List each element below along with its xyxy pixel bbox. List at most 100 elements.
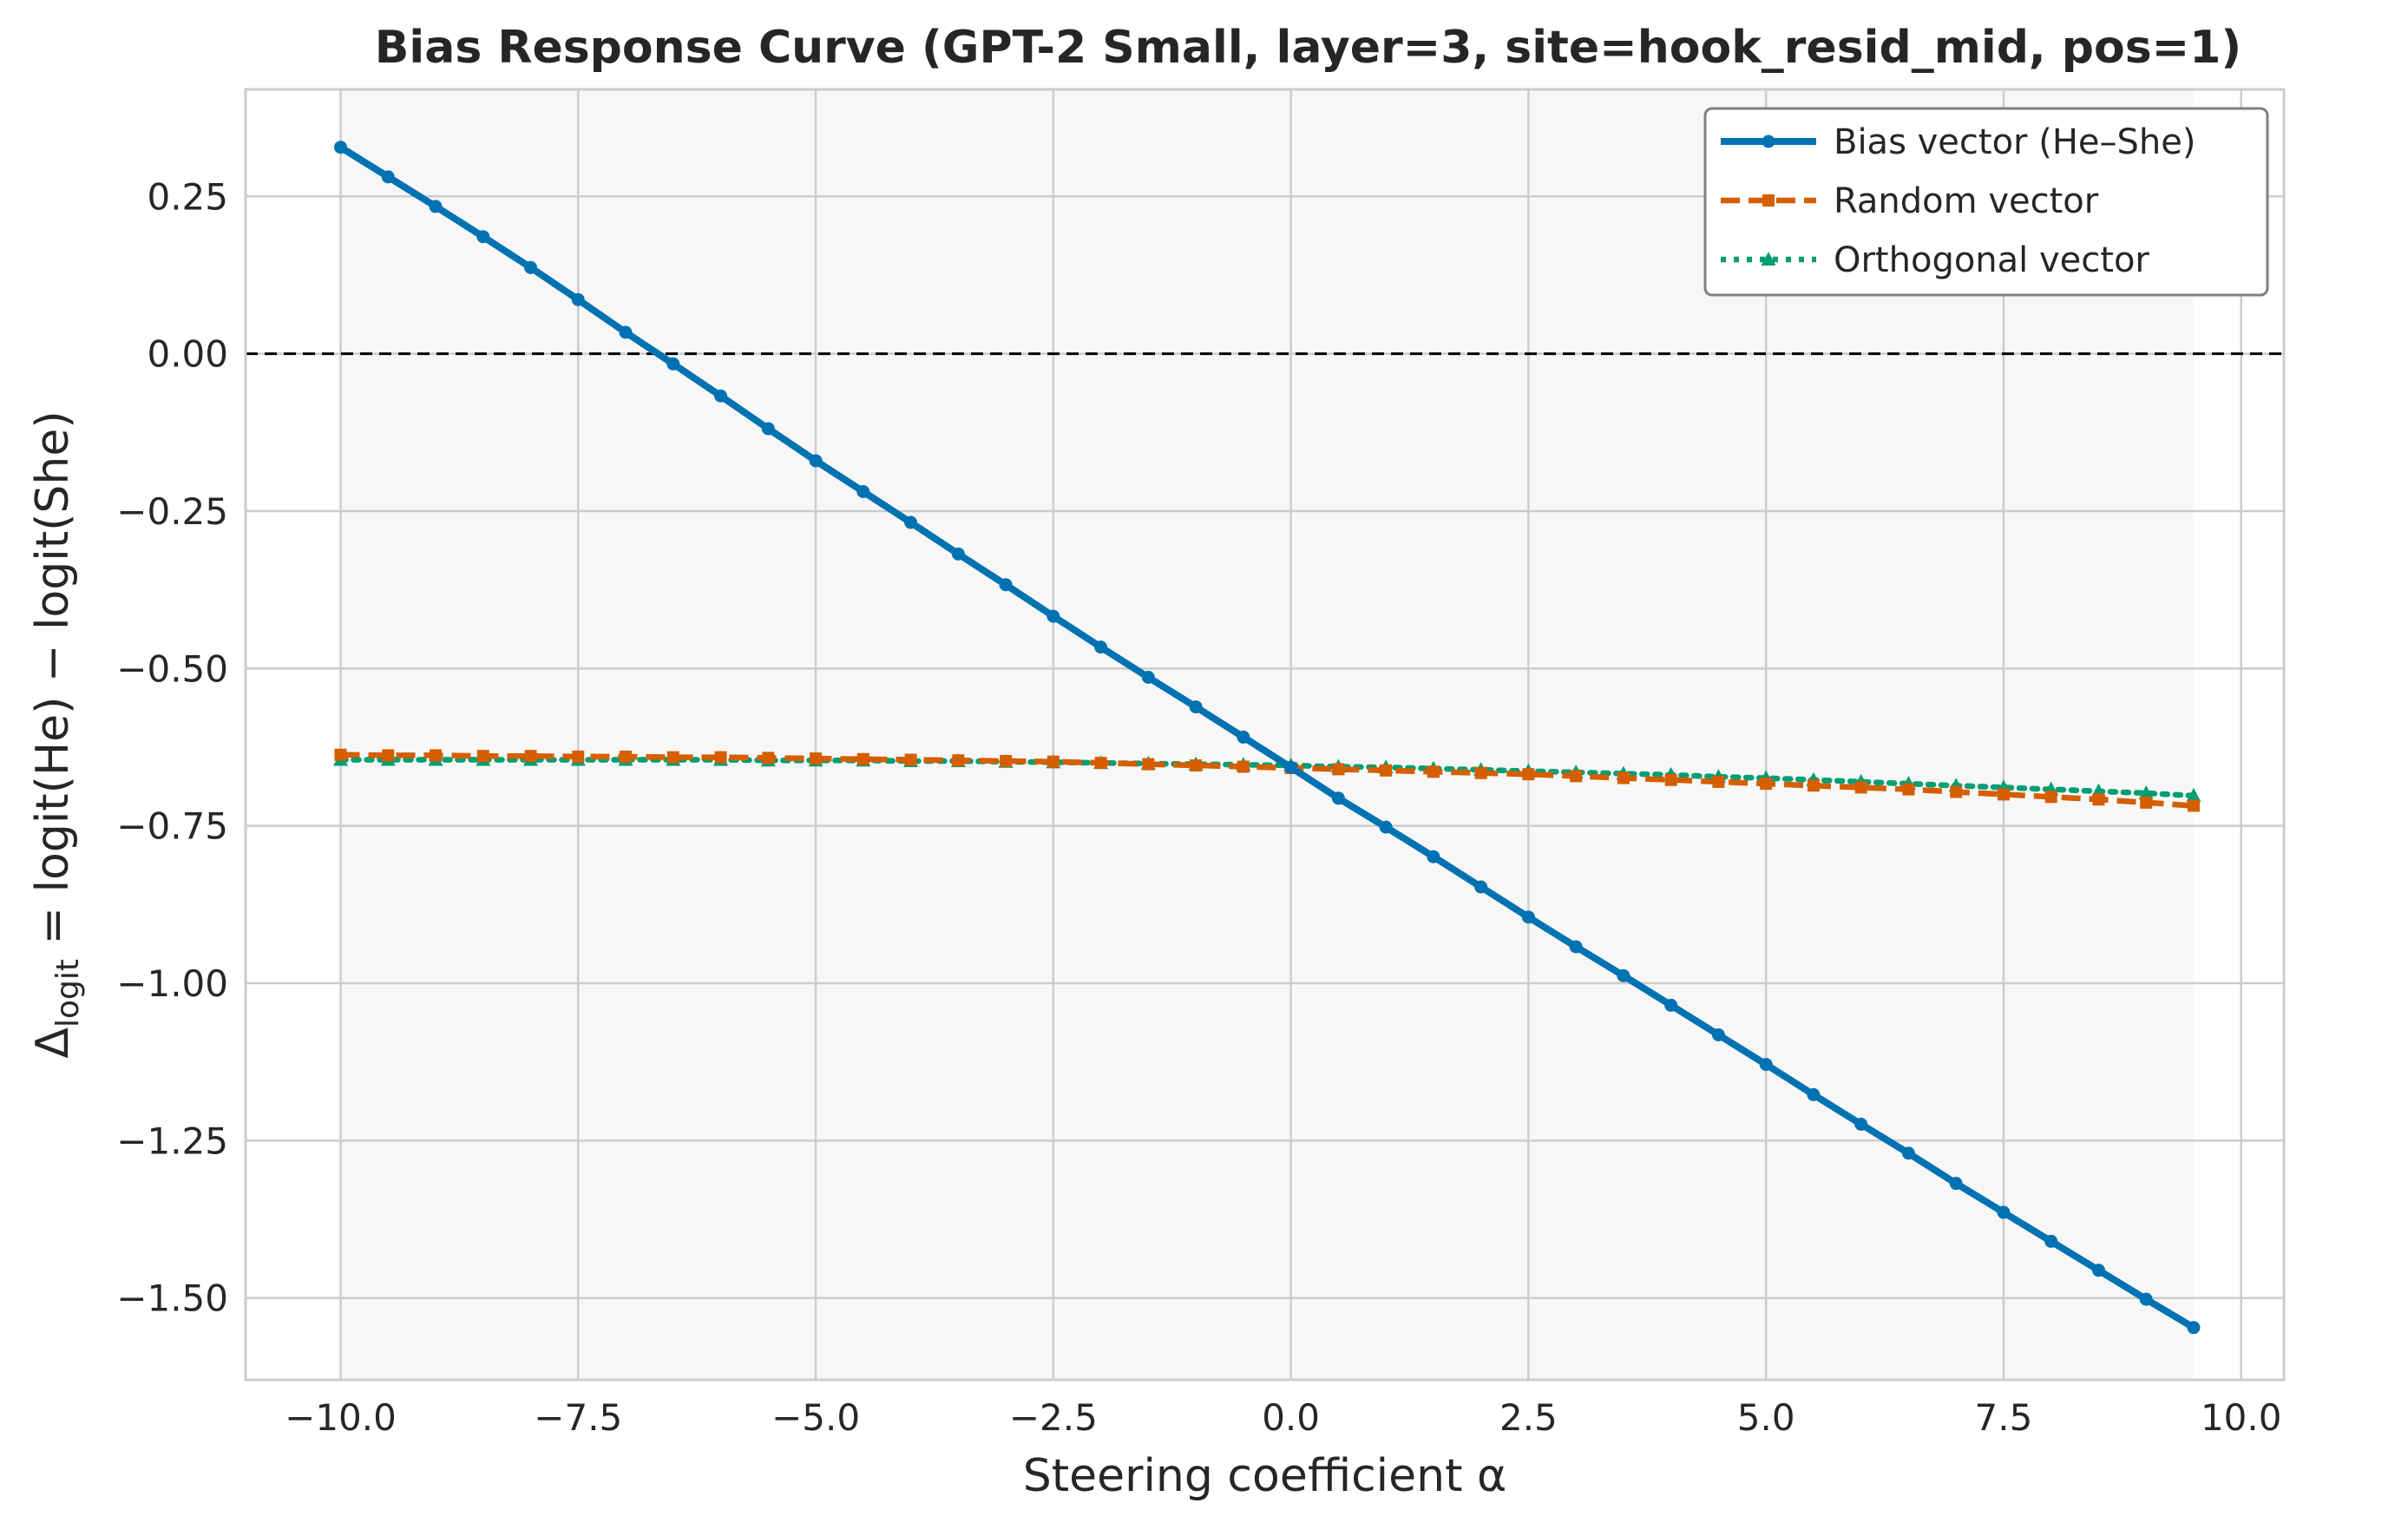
data-point [1380, 764, 1393, 777]
legend-label-orthogonal-vector: Orthogonal vector [1834, 240, 2149, 280]
x-tick-label: −7.5 [534, 1396, 622, 1439]
legend-sample-orthogonal-vector [1721, 252, 1816, 266]
data-point [1000, 754, 1013, 767]
x-tick-label: 10.0 [2201, 1396, 2282, 1439]
data-point [476, 750, 489, 763]
data-point [2186, 787, 2201, 802]
y-axis-label-subscript: logit [50, 959, 86, 1027]
data-point [524, 750, 537, 763]
data-point [334, 748, 347, 761]
data-point [666, 751, 679, 764]
data-point [1664, 773, 1677, 786]
legend-box [1703, 107, 2269, 297]
series-line [340, 752, 2195, 809]
data-point [1521, 910, 1535, 924]
data-point [1950, 785, 1963, 798]
data-point [571, 292, 585, 306]
data-point [714, 389, 728, 403]
legend-marker [1762, 135, 1775, 148]
data-point [761, 422, 775, 436]
data-point [1237, 730, 1250, 744]
y-tick-label: 0.25 [147, 175, 228, 218]
data-point [856, 485, 870, 499]
data-point [430, 749, 443, 762]
series-layer [333, 141, 2201, 1335]
data-point [1427, 765, 1440, 778]
y-tick-label: −0.75 [116, 805, 228, 848]
data-point [2138, 784, 2154, 799]
y-axis-label: Δlogit = logit(He) − logit(She) [27, 410, 86, 1058]
data-point [2044, 1234, 2058, 1248]
shaded-region [340, 89, 2194, 1380]
y-tick-label: −0.50 [116, 647, 228, 690]
data-point [1047, 609, 1060, 623]
data-point [1142, 758, 1155, 771]
data-point [1189, 700, 1203, 714]
data-point [1664, 998, 1678, 1012]
data-point [809, 454, 823, 468]
data-point [382, 749, 395, 762]
series-random-vector [334, 748, 2200, 812]
data-point [1997, 788, 2010, 801]
x-axis-ticks: −10.0 −7.5 −5.0 −2.5 0.0 2.5 5.0 7.5 10.0 [285, 1396, 2281, 1439]
data-point [1760, 778, 1773, 791]
data-point [1237, 760, 1250, 773]
data-point [1854, 781, 1867, 794]
y-tick-label: −1.00 [116, 962, 228, 1005]
data-point [1332, 763, 1345, 776]
y-axis-label-prefix: Δ [27, 1027, 79, 1059]
data-point [1901, 1146, 1915, 1160]
data-point [2092, 793, 2105, 806]
data-point [856, 752, 869, 765]
data-point [524, 260, 538, 274]
legend-marker [1762, 194, 1775, 207]
data-point [1379, 820, 1393, 834]
legend: Bias vector (He–She) Random vector Ortho… [1703, 107, 2269, 297]
data-point [1094, 640, 1108, 654]
data-point [2187, 1321, 2201, 1335]
data-point [2091, 1264, 2105, 1277]
data-point [1997, 1205, 2011, 1219]
data-point [1902, 783, 1915, 796]
data-point [619, 325, 633, 339]
data-point [2140, 796, 2153, 809]
data-point [1190, 759, 1203, 772]
data-point [1284, 760, 1298, 774]
legend-sample-random-vector [1721, 194, 1816, 207]
data-point [1522, 768, 1535, 781]
data-point [1711, 1027, 1725, 1041]
y-axis-ticks: 0.25 0.00 −0.25 −0.50 −0.75 −1.00 −1.25 −1.50 [116, 175, 228, 1319]
legend-entry-orthogonal-vector: Orthogonal vector [1721, 240, 2149, 280]
legend-marker [1761, 252, 1776, 266]
data-point [476, 230, 490, 244]
data-point [1807, 1087, 1821, 1101]
chart-title: Bias Response Curve (GPT-2 Small, layer=… [375, 22, 2241, 74]
data-point [381, 170, 395, 184]
y-tick-label: 0.00 [147, 333, 228, 376]
x-tick-label: 2.5 [1499, 1396, 1558, 1439]
x-axis-label: Steering coefficient α [1023, 1450, 1507, 1502]
data-point [951, 547, 965, 561]
data-point [1141, 670, 1155, 684]
data-point [1617, 968, 1630, 982]
x-tick-label: 7.5 [1975, 1396, 2033, 1439]
data-point [2187, 799, 2200, 812]
data-point [1047, 755, 1060, 768]
data-point [1474, 880, 1488, 894]
data-point [1759, 1058, 1773, 1072]
x-tick-label: 0.0 [1262, 1396, 1320, 1439]
data-point [810, 752, 823, 765]
data-point [762, 752, 775, 765]
x-tick-label: −2.5 [1009, 1396, 1098, 1439]
data-point [952, 754, 965, 767]
legend-label-random-vector: Random vector [1834, 181, 2099, 221]
data-point [904, 753, 917, 766]
legend-entry-random-vector: Random vector [1721, 181, 2099, 221]
data-point [1949, 1177, 1963, 1191]
legend-sample-bias-vector [1721, 135, 1816, 148]
data-point [1807, 779, 1820, 792]
x-tick-label: −5.0 [771, 1396, 860, 1439]
series-bias-vector-he-she- [334, 141, 2201, 1335]
data-point [2139, 1292, 2153, 1306]
